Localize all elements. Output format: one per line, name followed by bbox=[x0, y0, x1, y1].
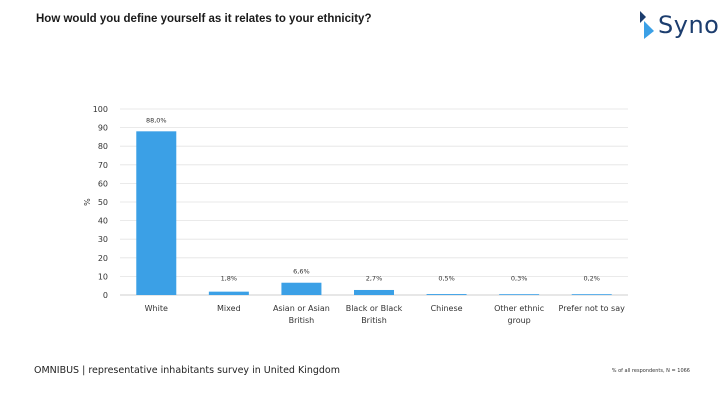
data-label: 6,6% bbox=[293, 268, 310, 276]
bar bbox=[426, 294, 467, 295]
y-tick-label: 80 bbox=[98, 142, 108, 151]
x-tick-label: Black or Black bbox=[346, 304, 403, 313]
syno-logo: Syno bbox=[636, 9, 719, 43]
y-tick-label: 10 bbox=[98, 272, 108, 281]
logo-mark-icon bbox=[640, 11, 654, 39]
y-tick-label: 90 bbox=[98, 124, 108, 133]
x-tick-label: group bbox=[508, 316, 531, 325]
bar bbox=[281, 282, 322, 295]
y-axis-label: % bbox=[83, 198, 92, 206]
data-label: 1,8% bbox=[221, 274, 238, 282]
x-tick-label: Other ethnic bbox=[494, 304, 544, 313]
x-tick-label: Prefer not to say bbox=[559, 304, 626, 313]
bar bbox=[354, 289, 394, 295]
x-tick-label: Asian or Asian bbox=[273, 304, 330, 313]
y-tick-label: 70 bbox=[98, 161, 108, 170]
x-tick-label: British bbox=[289, 316, 315, 325]
data-label: 0,5% bbox=[438, 274, 455, 282]
data-label: 0,2% bbox=[583, 274, 600, 282]
x-tick-label: Chinese bbox=[431, 304, 463, 313]
y-tick-label: 50 bbox=[98, 198, 108, 207]
bar bbox=[136, 131, 177, 295]
y-tick-label: 20 bbox=[98, 254, 108, 263]
y-tick-label: 60 bbox=[98, 179, 108, 188]
x-tick-label: British bbox=[361, 316, 387, 325]
x-tick-label: White bbox=[145, 304, 168, 313]
y-tick-label: 0 bbox=[103, 291, 108, 300]
x-tick-label: Mixed bbox=[217, 304, 241, 313]
y-tick-label: 100 bbox=[93, 105, 108, 114]
y-tick-label: 40 bbox=[98, 217, 108, 226]
data-label: 88,0% bbox=[146, 116, 167, 124]
footer-source: OMNIBUS | representative inhabitants sur… bbox=[34, 365, 340, 376]
data-label: 2,7% bbox=[366, 274, 383, 282]
data-label: 0,3% bbox=[511, 274, 528, 282]
logo-text: Syno bbox=[658, 11, 720, 39]
chart-title: How would you define yourself as it rela… bbox=[36, 13, 372, 25]
y-tick-label: 30 bbox=[98, 235, 108, 244]
bar bbox=[208, 291, 249, 295]
footer-note: % of all respondents, N = 1066 bbox=[611, 368, 690, 374]
bar bbox=[571, 294, 612, 295]
bar bbox=[499, 294, 540, 295]
